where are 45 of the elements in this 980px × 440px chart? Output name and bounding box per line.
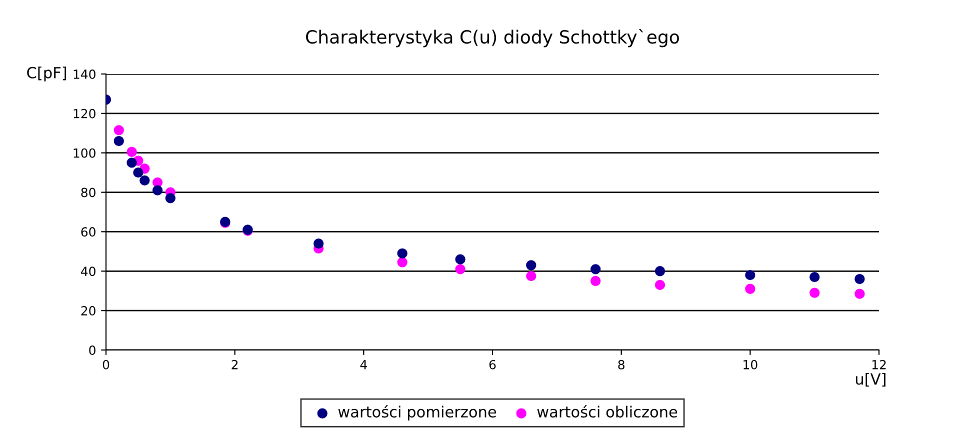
y-tick-label: 140	[74, 69, 96, 79]
point	[654, 280, 666, 290]
point	[809, 288, 820, 298]
point	[590, 276, 601, 286]
point	[526, 260, 536, 270]
point	[854, 274, 865, 284]
point	[526, 270, 536, 282]
point	[654, 266, 666, 276]
point	[114, 136, 124, 146]
point	[809, 272, 820, 282]
point	[152, 185, 163, 196]
point	[126, 158, 137, 168]
y-axis-title: C[pF]	[27, 66, 66, 82]
point	[133, 167, 144, 178]
point	[745, 284, 756, 294]
point	[745, 270, 756, 280]
point	[397, 257, 408, 268]
y-tick-label: 80	[81, 188, 96, 198]
x-tick-label: 6	[489, 360, 496, 370]
y-tick-label: 40	[80, 266, 96, 276]
y-tick-label: 60	[81, 227, 96, 237]
x-tick-label: 2	[232, 360, 238, 370]
point	[455, 264, 466, 274]
x-tick-label: 8	[618, 360, 624, 370]
point	[397, 248, 408, 258]
y-tick-label: 100	[74, 148, 96, 158]
y-tick-label: 0	[89, 345, 96, 355]
point	[854, 288, 865, 299]
x-tick-label: 0	[102, 360, 110, 370]
point	[590, 264, 601, 274]
point	[313, 238, 324, 249]
point	[126, 146, 137, 157]
y-tick-label: 120	[74, 108, 96, 118]
x-tick-label: 12	[872, 360, 886, 370]
x-tick-label: 4	[360, 360, 367, 370]
y-tick-label: 20	[81, 306, 96, 316]
point	[140, 175, 150, 186]
point	[455, 254, 466, 264]
x-tick-label: 10	[744, 360, 758, 370]
legend-label: wartości obliczone	[537, 405, 678, 418]
legend-label: wartości pomierzone	[338, 405, 496, 421]
point	[165, 193, 176, 204]
chart-title: Charakterystyka C(u) diody Schottky`ego	[306, 29, 679, 48]
x-axis-title: u[V]	[856, 372, 886, 387]
point	[114, 125, 124, 136]
